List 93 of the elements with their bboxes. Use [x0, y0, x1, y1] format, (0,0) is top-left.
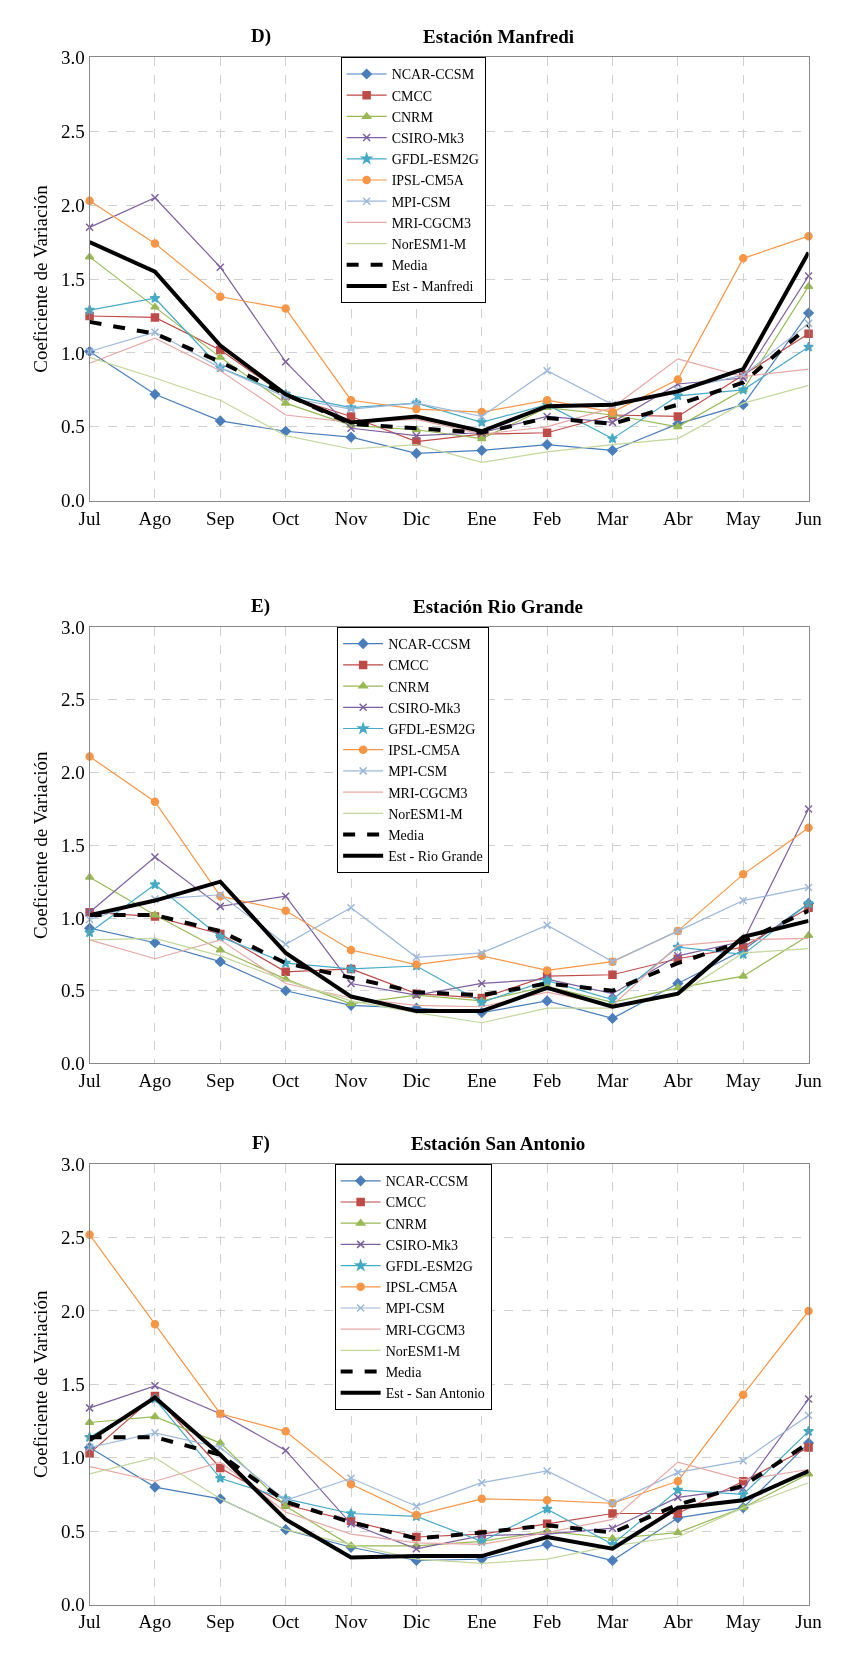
x-tick-label: May [725, 507, 762, 529]
x-tick-label: Feb [532, 1611, 562, 1633]
legend-label: GFDL-ESM2G [391, 152, 479, 168]
x-tick-label: Abr [663, 507, 694, 529]
x-tick-label: Sep [206, 1611, 235, 1633]
y-axis-title: Coeficiente de Variación [29, 751, 51, 940]
x-tick-label: Ago [138, 1611, 172, 1633]
y-tick-label: 2.5 [61, 1227, 85, 1249]
y-tick-label: 3.0 [61, 47, 85, 69]
x-tick-label: Oct [271, 1611, 301, 1633]
x-tick-label: Abr [663, 1611, 694, 1633]
legend-label: MPI-CSM [388, 764, 448, 780]
legend-label: Est - Manfredi [391, 279, 474, 295]
x-tick-label: Sep [206, 1070, 235, 1092]
y-tick-label: 1.5 [61, 268, 85, 290]
legend-label: GFDL-ESM2G [385, 1259, 473, 1275]
legend-label: CSIRO-Mk3 [388, 700, 461, 716]
x-tick-label: Ago [138, 1070, 172, 1092]
legend-label: NorESM1-M [385, 1343, 461, 1359]
x-tick-label: Sep [206, 507, 235, 529]
legend-label: CMCC [391, 88, 433, 104]
y-tick-label: 0.5 [61, 980, 85, 1002]
chart-title: Estación Manfredi [423, 26, 575, 47]
legend-label: Media [388, 827, 425, 843]
x-tick-label: Ene [466, 507, 497, 529]
y-tick-label: 2.0 [61, 1300, 85, 1322]
chart-title: Estación Rio Grande [413, 596, 583, 617]
chart-title: Estación San Antonio [411, 1133, 586, 1154]
y-tick-label: 1.5 [61, 1374, 85, 1395]
x-tick-label: Jun [795, 1611, 823, 1633]
x-tick-label: Jun [795, 507, 823, 529]
x-tick-label: Dic [402, 507, 431, 529]
x-tick-label: Nov [334, 1070, 368, 1092]
legend-label: CNRM [388, 679, 430, 695]
legend-label: CNRM [385, 1216, 428, 1232]
legend-label: NorESM1-M [388, 806, 464, 822]
legend-label: MRI-CGCM3 [385, 1322, 465, 1338]
legend-label: CNRM [391, 109, 434, 125]
x-tick-label: Abr [663, 1070, 694, 1092]
x-tick-label: May [725, 1611, 762, 1633]
y-tick-label: 1.5 [61, 834, 85, 856]
x-tick-label: May [725, 1070, 762, 1092]
legend-label: MRI-CGCM3 [388, 785, 468, 801]
legend-label: NCAR-CCSM [388, 637, 472, 653]
x-tick-label: Feb [532, 1070, 562, 1092]
y-axis-title: Coeficiente de Variación [29, 184, 51, 373]
legend-label: NCAR-CCSM [391, 67, 475, 83]
y-tick-label: 2.5 [61, 689, 85, 711]
y-tick-label: 3.0 [61, 1153, 85, 1175]
x-tick-label: Mar [596, 1611, 629, 1633]
legend-label: CMCC [385, 1195, 427, 1211]
x-tick-label: Dic [402, 1070, 431, 1092]
y-tick-label: 2.0 [61, 762, 85, 784]
legend-label: Est - Rio Grande [388, 849, 483, 865]
x-tick-label: Oct [271, 1070, 301, 1092]
legend-label: IPSL-CM5A [388, 743, 462, 759]
text: E) [251, 595, 270, 617]
x-tick-label: Mar [596, 1070, 629, 1092]
legend-label: Est - San Antonio [385, 1386, 485, 1402]
legend-label: CSIRO-Mk3 [385, 1237, 458, 1253]
y-tick-label: 1.0 [61, 1447, 85, 1469]
legend-label: MPI-CSM [391, 194, 452, 210]
legend-label: Media [391, 258, 429, 274]
legend-label: CSIRO-Mk3 [391, 131, 464, 147]
y-tick-label: 2.5 [61, 120, 85, 142]
x-tick-label: Mar [596, 507, 629, 529]
legend-label: CMCC [388, 658, 429, 674]
legend-label: MPI-CSM [385, 1301, 446, 1317]
legend-label: GFDL-ESM2G [388, 721, 476, 737]
y-tick-label: 0.5 [61, 1520, 85, 1542]
legend-label: IPSL-CM5A [385, 1280, 459, 1296]
y-tick-label: 0.5 [61, 416, 85, 438]
text: D) [251, 25, 272, 47]
legend-label: IPSL-CM5A [391, 173, 465, 189]
x-tick-label: Nov [334, 1611, 368, 1633]
text: F) [252, 1132, 270, 1154]
x-tick-label: Feb [532, 507, 562, 529]
x-tick-label: Oct [271, 507, 301, 529]
x-tick-label: Jun [795, 1070, 823, 1092]
y-tick-label: 2.0 [61, 194, 85, 216]
x-tick-label: Dic [402, 1611, 431, 1633]
x-tick-label: Nov [334, 507, 368, 529]
y-tick-label: 1.0 [61, 342, 85, 364]
legend-label: NCAR-CCSM [385, 1174, 469, 1190]
y-axis-title: Coeficiente de Variación [29, 1290, 51, 1479]
y-tick-label: 1.0 [61, 907, 85, 929]
legend-label: MRI-CGCM3 [391, 215, 471, 231]
legend-label: NorESM1-M [391, 237, 467, 253]
legend-label: Media [385, 1365, 423, 1381]
x-tick-label: Ene [466, 1611, 497, 1633]
y-tick-label: 3.0 [61, 616, 85, 638]
x-tick-label: Ago [138, 507, 172, 529]
x-tick-label: Ene [466, 1070, 497, 1092]
